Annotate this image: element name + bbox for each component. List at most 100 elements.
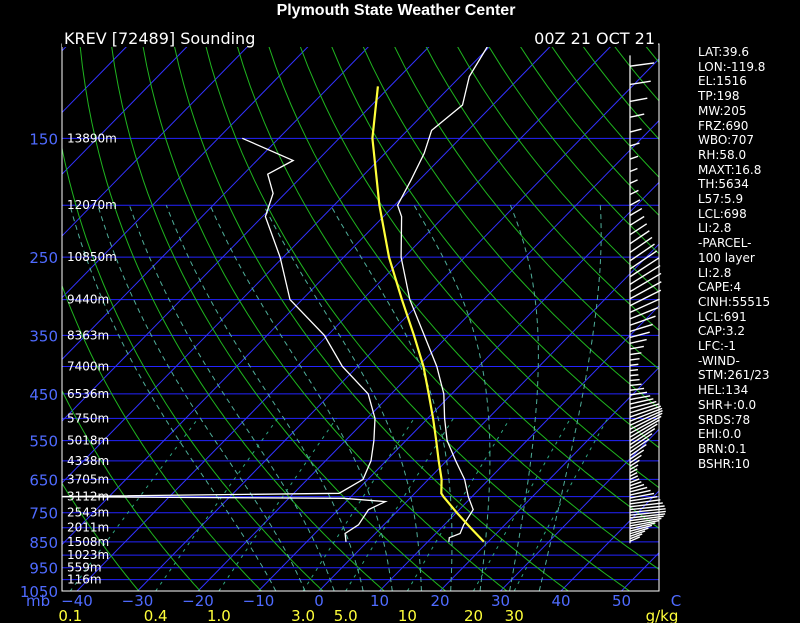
dry-adiabat xyxy=(298,44,659,489)
mixing-ratio-line xyxy=(155,418,279,591)
mixing-ratio-tick-label: 0.1 xyxy=(58,607,82,623)
dry-adiabat xyxy=(173,44,569,591)
isotherm-line xyxy=(197,119,659,591)
pressure-tick-label: 550 xyxy=(29,433,58,451)
dry-adiabat xyxy=(267,44,659,529)
mixing-ratio-tick-label: 3.0 xyxy=(291,607,315,623)
wind-barb xyxy=(629,533,643,540)
mixing-ratio-line xyxy=(345,418,454,591)
wind-barb xyxy=(629,471,638,477)
isotherm-line xyxy=(318,243,659,591)
mixing-ratio-tick-label: 20 xyxy=(464,607,483,623)
temperature-tick-label: 40 xyxy=(551,592,570,610)
index-line: -PARCEL- xyxy=(698,236,752,251)
pressure-tick-label: 650 xyxy=(29,471,58,489)
wind-barb xyxy=(629,478,640,484)
wind-barb xyxy=(629,323,653,333)
wind-barb xyxy=(629,530,646,537)
pressure-tick-label: 850 xyxy=(29,534,58,552)
wind-barb xyxy=(629,519,659,527)
index-line: TP:198 xyxy=(698,89,740,104)
height-label: 559m xyxy=(67,561,102,575)
pressure-tick-label: 350 xyxy=(29,327,58,345)
wind-barb xyxy=(629,387,645,391)
height-label: 5018m xyxy=(67,434,109,448)
wind-barb xyxy=(629,378,640,382)
isotherm-line xyxy=(137,58,659,591)
wind-barb xyxy=(629,250,658,270)
wind-barb xyxy=(629,483,645,490)
height-label: 2011m xyxy=(67,521,109,535)
isotherm-line xyxy=(62,44,190,175)
height-label: 1508m xyxy=(67,535,109,549)
height-label: 7400m xyxy=(67,359,109,373)
index-line: MAXT:16.8 xyxy=(698,162,762,177)
header-bg xyxy=(62,30,658,47)
index-line: FRZ:690 xyxy=(698,118,749,133)
wind-barb xyxy=(629,230,650,245)
index-line: CAPE:4 xyxy=(698,280,742,295)
wind-barb xyxy=(629,475,639,481)
wind-barb xyxy=(629,179,638,184)
moist-adiabat xyxy=(509,205,539,591)
wind-barb xyxy=(629,331,650,339)
parcel-profile xyxy=(371,86,485,543)
index-line: RH:58.0 xyxy=(698,147,747,162)
wind-barb xyxy=(629,527,649,535)
wind-barb xyxy=(629,223,648,236)
profile-layer xyxy=(62,44,490,543)
wind-barb xyxy=(629,449,645,460)
wind-barb xyxy=(629,199,641,206)
wind-barb xyxy=(629,502,663,508)
isotherm-line xyxy=(62,44,251,237)
wind-barb xyxy=(629,243,655,262)
index-line: EHI:0.0 xyxy=(698,427,742,442)
height-label: 9440m xyxy=(67,293,109,307)
temperature-tick-label: −30 xyxy=(122,592,154,610)
label-layer: 1502503504505506507508509501050mb13890m1… xyxy=(20,130,681,623)
wind-barb xyxy=(629,517,662,525)
dry-adiabat xyxy=(392,44,659,370)
wind-barb xyxy=(629,315,656,326)
index-line: LON:-119.8 xyxy=(698,59,766,74)
dry-adiabat xyxy=(110,44,446,591)
wind-barb xyxy=(629,419,660,438)
isotherm-line xyxy=(62,44,432,422)
wind-barb xyxy=(629,128,642,133)
wind-barb xyxy=(629,410,663,426)
index-line: 100 layer xyxy=(698,250,755,265)
mixing-ratio-line xyxy=(302,418,415,591)
isotherm-line xyxy=(258,181,659,591)
isotherm-line xyxy=(0,44,8,591)
temperature-tick-label: 50 xyxy=(612,592,631,610)
wind-barb xyxy=(629,481,642,487)
wind-barb xyxy=(629,97,648,103)
station-label: KREV [72489] Sounding xyxy=(64,29,255,48)
height-label: 6536m xyxy=(67,387,109,401)
dry-adiabat xyxy=(62,284,262,591)
height-label: 3112m xyxy=(67,490,109,504)
dry-adiabat xyxy=(361,44,659,409)
index-line: LCL:691 xyxy=(698,309,747,324)
height-label: 12070m xyxy=(67,198,117,212)
height-label: 5750m xyxy=(67,411,109,425)
mixing-ratio-line xyxy=(473,418,571,591)
temperature-tick-label: 20 xyxy=(430,592,449,610)
wind-barb xyxy=(629,358,640,361)
index-line: STM:261/23 xyxy=(698,368,770,383)
pressure-tick-label: 150 xyxy=(29,130,58,148)
moist-adiabat xyxy=(165,205,364,591)
index-line: EL:1516 xyxy=(698,74,747,89)
height-label: 13890m xyxy=(67,131,117,145)
wind-barb xyxy=(629,345,644,350)
height-label: 2543m xyxy=(67,506,109,520)
wind-barb xyxy=(629,352,642,356)
wind-barb xyxy=(629,428,656,446)
height-label: 1023m xyxy=(67,548,109,562)
isotherm-line xyxy=(62,44,372,361)
wind-barb xyxy=(629,398,654,405)
pressure-tick-label: 950 xyxy=(29,560,58,578)
wind-barb xyxy=(629,272,662,293)
index-line: CINH:55515 xyxy=(698,294,771,309)
wind-barb xyxy=(629,307,659,320)
